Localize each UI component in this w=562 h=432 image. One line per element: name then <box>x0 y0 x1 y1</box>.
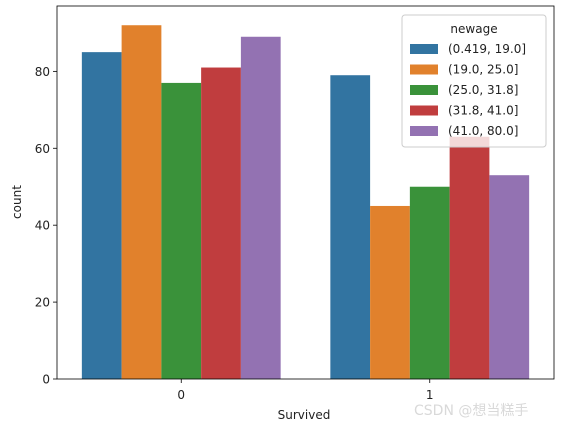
bar-survived-1-series-1 <box>370 205 410 379</box>
legend-label-2: (25.0, 31.8] <box>448 83 518 97</box>
bar-survived-1-series-3 <box>449 136 490 379</box>
legend-label-4: (41.0, 80.0] <box>448 124 518 138</box>
y-tick-label-80: 80 <box>35 65 50 79</box>
bar-survived-0-series-0 <box>81 52 122 379</box>
x-tick-label-0: 0 <box>177 388 185 402</box>
legend: newage (0.419, 19.0] (19.0, 25.0] (25.0, 31… <box>401 14 547 148</box>
legend-swatch-3 <box>410 105 438 116</box>
bar-survived-0-series-1 <box>121 25 162 379</box>
legend-title: newage <box>450 22 497 36</box>
bars-group <box>81 25 530 379</box>
y-tick-label-20: 20 <box>35 296 50 310</box>
watermark: CSDN @想当糕手 <box>414 403 529 419</box>
y-tick-label-60: 60 <box>35 142 50 156</box>
legend-swatch-4 <box>410 126 438 136</box>
bar-survived-0-series-3 <box>201 67 241 379</box>
bar-survived-0-series-2 <box>161 82 202 379</box>
x-tick-label-1: 1 <box>426 388 434 402</box>
x-axis-label: Survived <box>278 408 331 422</box>
y-axis-label: count <box>10 185 24 219</box>
legend-label-0: (0.419, 19.0] <box>448 42 526 56</box>
legend-swatch-2 <box>410 85 438 95</box>
y-tick-label-0: 0 <box>42 373 50 387</box>
bar-survived-1-series-4 <box>489 175 530 379</box>
bar-survived-1-series-2 <box>409 186 450 379</box>
legend-swatch-1 <box>410 64 438 75</box>
bar-survived-0-series-4 <box>240 36 281 379</box>
axes-group: 0 20 40 60 80 0 1 <box>35 5 555 402</box>
legend-swatch-0 <box>410 44 438 54</box>
legend-label-3: (31.8, 41.0] <box>448 104 518 118</box>
y-tick-label-40: 40 <box>35 219 50 233</box>
legend-label-1: (19.0, 25.0] <box>448 63 518 77</box>
plot-frame <box>56 5 555 380</box>
bar-survived-1-series-0 <box>330 75 371 379</box>
